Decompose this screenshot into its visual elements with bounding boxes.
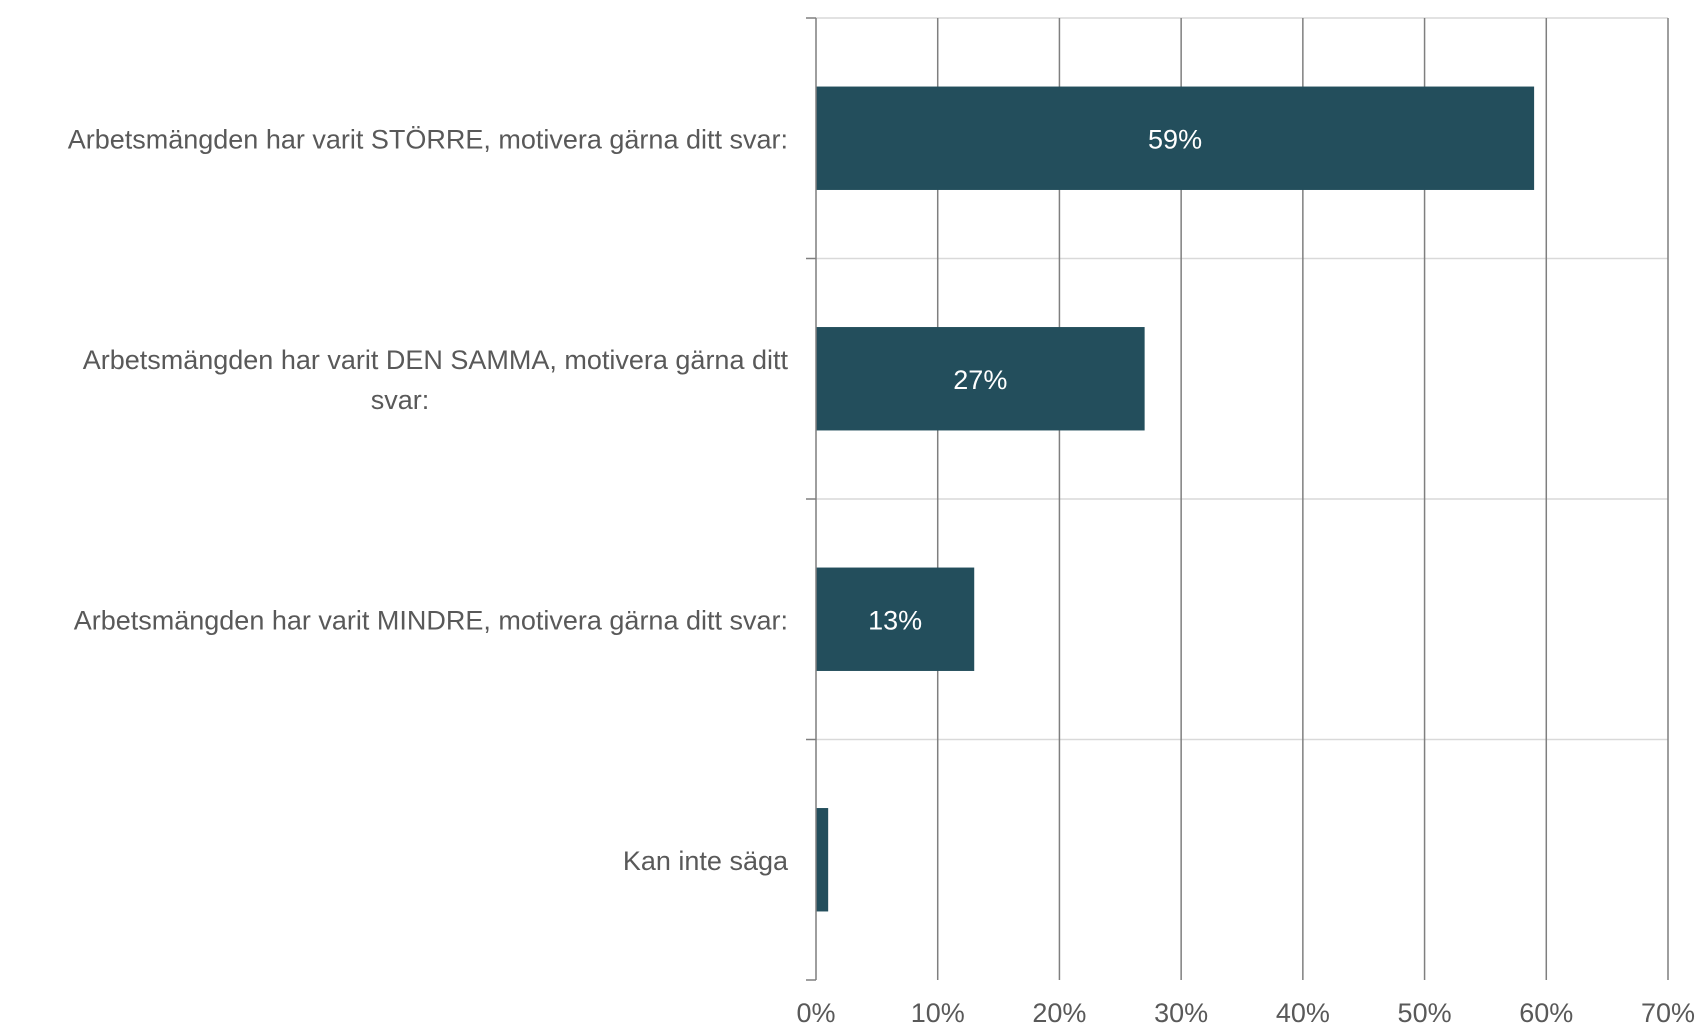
category-label: Arbetsmängden har varit STÖRRE, motivera… <box>68 124 788 154</box>
value-axis-tick-labels: 0% 10% 20% 30% 40% 50% 60% 70% <box>796 998 1695 1028</box>
data-label: 59% <box>1148 124 1202 154</box>
data-label: 13% <box>868 605 922 635</box>
data-labels: 59% 27% 13% <box>868 124 1202 635</box>
category-axis <box>806 17 817 981</box>
bar <box>816 86 1535 190</box>
bar <box>816 567 975 671</box>
x-tick-label: 30% <box>1154 998 1208 1028</box>
category-band-lines <box>816 17 1668 741</box>
category-label: Kan inte säga <box>623 846 789 876</box>
bar <box>816 327 1145 431</box>
bar <box>816 808 829 912</box>
x-tick-label: 20% <box>1032 998 1086 1028</box>
data-label: 27% <box>953 365 1007 395</box>
category-label: Arbetsmängden har varit MINDRE, motivera… <box>74 605 788 635</box>
x-tick-label: 10% <box>911 998 965 1028</box>
category-label: Arbetsmängden har varit DEN SAMMA, motiv… <box>83 345 789 415</box>
x-tick-label: 40% <box>1276 998 1330 1028</box>
x-tick-label: 0% <box>796 998 835 1028</box>
category-labels: Arbetsmängden har varit STÖRRE, motivera… <box>68 124 789 876</box>
bar-series <box>816 86 1535 912</box>
x-tick-label: 50% <box>1398 998 1452 1028</box>
x-tick-label: 60% <box>1519 998 1573 1028</box>
x-tick-label: 70% <box>1641 998 1695 1028</box>
